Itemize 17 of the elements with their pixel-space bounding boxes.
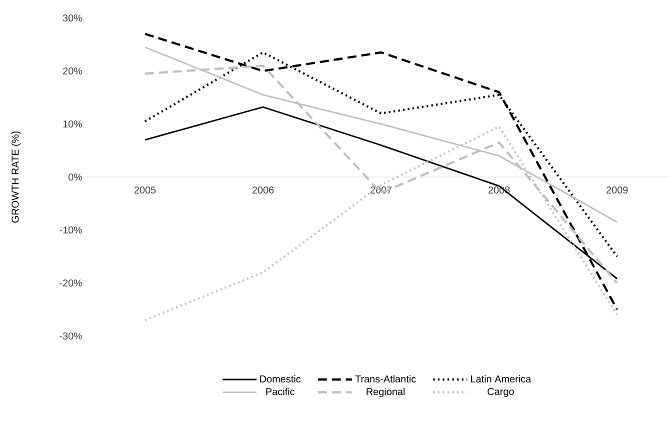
y-tick-label: 30% — [62, 14, 82, 22]
y-tick-label: 0% — [68, 173, 82, 181]
y-tick-label: -30% — [60, 332, 82, 340]
legend-label: Latin America — [471, 375, 532, 382]
legend-label: Regional — [366, 388, 405, 398]
x-tick-label: 2009 — [606, 186, 628, 194]
y-tick-label: 10% — [63, 120, 82, 128]
y-tick-label: -20% — [60, 279, 82, 287]
y-tick-label: 20% — [63, 67, 82, 75]
x-tick-label: 2005 — [134, 186, 156, 194]
legend-label: Domestic — [260, 375, 301, 382]
y-tick-label: -10% — [60, 226, 82, 234]
legend-label: Trans-Atlantic — [355, 375, 416, 382]
legend-label: Cargo — [488, 388, 514, 398]
legend-label: Pacific — [266, 388, 295, 396]
y-axis-title: GROWTH RATE (%) — [11, 132, 21, 223]
x-tick-label: 2006 — [252, 186, 274, 194]
